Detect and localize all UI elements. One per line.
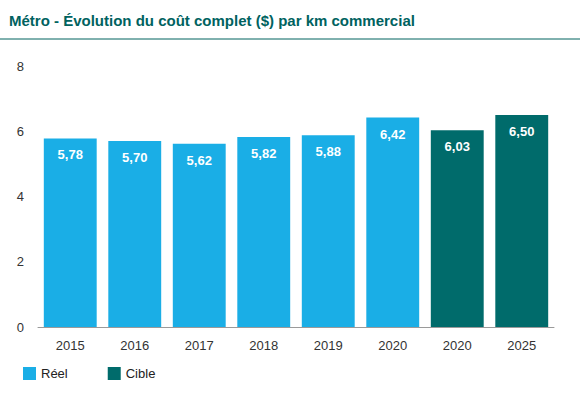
- svg-text:2015: 2015: [56, 338, 85, 353]
- svg-text:5,88: 5,88: [316, 144, 341, 159]
- svg-text:2: 2: [17, 254, 24, 269]
- svg-text:Métro - Évolution du coût comp: Métro - Évolution du coût complet ($) pa…: [9, 12, 415, 29]
- svg-text:2020: 2020: [443, 338, 472, 353]
- svg-text:4: 4: [17, 189, 24, 204]
- svg-text:6,42: 6,42: [380, 127, 405, 142]
- svg-text:5,70: 5,70: [122, 150, 147, 165]
- svg-text:6,03: 6,03: [445, 139, 470, 154]
- svg-text:6,50: 6,50: [509, 124, 534, 139]
- svg-text:Cible: Cible: [126, 366, 156, 381]
- svg-text:8: 8: [17, 59, 24, 74]
- svg-text:5,78: 5,78: [58, 147, 83, 162]
- svg-text:5,82: 5,82: [251, 146, 276, 161]
- svg-text:2020: 2020: [378, 338, 407, 353]
- svg-text:2018: 2018: [249, 338, 278, 353]
- svg-text:2025: 2025: [507, 338, 536, 353]
- svg-text:0: 0: [17, 320, 24, 335]
- svg-text:2016: 2016: [120, 338, 149, 353]
- svg-text:2017: 2017: [185, 338, 214, 353]
- svg-text:Réel: Réel: [41, 366, 68, 381]
- svg-text:2019: 2019: [314, 338, 343, 353]
- svg-text:5,62: 5,62: [187, 153, 212, 168]
- svg-text:6: 6: [17, 124, 24, 139]
